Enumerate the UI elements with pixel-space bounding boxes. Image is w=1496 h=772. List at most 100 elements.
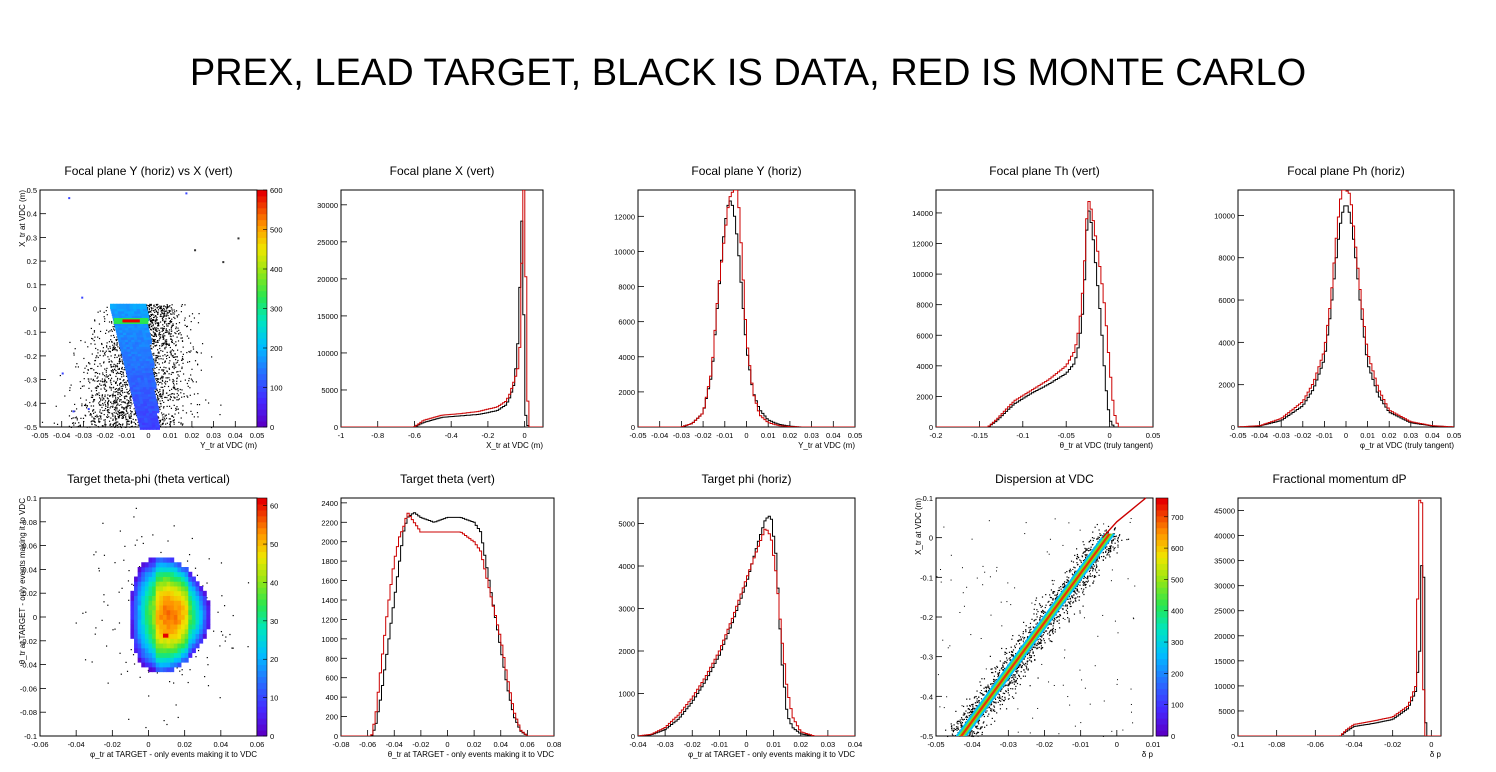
scatter-point xyxy=(115,381,117,383)
scatter-point xyxy=(156,390,158,392)
scatter-point xyxy=(168,418,170,420)
scatter-point xyxy=(93,399,95,401)
scatter-point xyxy=(1112,546,1114,548)
heatmap-cell xyxy=(159,557,164,563)
colorbar-cell xyxy=(257,302,267,309)
heatmap-cell xyxy=(148,624,153,630)
scatter-point xyxy=(978,702,980,704)
scatter-point xyxy=(177,340,180,342)
heatmap-cell xyxy=(191,619,196,625)
colorbar-cell xyxy=(257,551,267,558)
scatter-point xyxy=(99,401,101,403)
scatter-point xyxy=(102,384,105,386)
heatmap-cell xyxy=(177,600,182,606)
scatter-point xyxy=(129,417,131,420)
scatter-point xyxy=(71,410,73,412)
outlier-point xyxy=(87,408,90,411)
heatmap-cell xyxy=(181,590,186,596)
chart-fp-x: Focal plane X (vert)-1 -0.8 -0.6 -0.4 -0.2 00… xyxy=(317,164,544,450)
colorbar-cell xyxy=(1156,670,1168,677)
heatmap-cell xyxy=(155,557,160,563)
scatter-point xyxy=(103,353,106,355)
heatmap-cell xyxy=(206,605,211,611)
heatmap-cell xyxy=(202,595,207,601)
y-tick-label: 1200 xyxy=(321,615,338,624)
scatter-point xyxy=(116,377,119,380)
heatmap-cell xyxy=(162,557,167,563)
heatmap-cell xyxy=(181,576,186,582)
heatmap-cell xyxy=(144,600,149,606)
scatter-point xyxy=(167,312,169,314)
scatter-point xyxy=(107,404,109,406)
scatter-point xyxy=(120,412,122,414)
heatmap-cell xyxy=(144,614,149,620)
scatter-point xyxy=(180,423,182,425)
y-tick-label: 5000 xyxy=(321,386,338,395)
scatter-point xyxy=(994,720,996,722)
scatter-point xyxy=(157,381,159,383)
scatter-point xyxy=(160,396,162,398)
heatmap-cell xyxy=(181,581,186,587)
scatter-point xyxy=(99,415,101,417)
scatter-point xyxy=(127,412,129,414)
scatter-point xyxy=(989,655,991,657)
x-tick-label: 0.04 xyxy=(848,740,863,749)
colorbar-cell xyxy=(257,605,267,612)
heatmap-cell xyxy=(162,657,167,663)
scatter-point xyxy=(960,726,962,728)
scatter-point xyxy=(151,338,153,340)
heatmap-cell xyxy=(166,614,171,620)
scatter-point xyxy=(130,401,132,403)
y-tick-label: 0 xyxy=(1231,423,1235,432)
heatmap-cell xyxy=(181,567,186,573)
y-tick-label: 30000 xyxy=(317,201,338,210)
heatmap-cell xyxy=(195,581,200,587)
scatter-point xyxy=(88,387,90,390)
heatmap-cell xyxy=(162,628,167,635)
scatter-point xyxy=(124,367,126,369)
x-tick-label: -0.4 xyxy=(445,431,458,440)
heatmap-cell xyxy=(188,600,193,606)
colorbar-cell xyxy=(257,634,267,642)
scatter-point xyxy=(161,376,163,379)
scatter-point xyxy=(70,384,72,386)
colorbar-tick-label: 200 xyxy=(270,344,283,353)
scatter-point xyxy=(1108,549,1110,551)
scatter-point xyxy=(97,372,99,374)
scatter-point xyxy=(115,400,117,402)
scatter-point xyxy=(111,371,113,373)
scatter-point xyxy=(94,415,96,418)
series-group xyxy=(341,512,554,736)
y-tick-label: 600 xyxy=(325,674,338,683)
heatmap-cell xyxy=(152,595,157,601)
x-tick-label: -0.15 xyxy=(971,431,988,440)
heatmap-cell xyxy=(152,643,157,649)
heatmap-cell xyxy=(177,576,182,582)
scatter-point xyxy=(162,335,165,337)
heatmap-cell xyxy=(141,652,146,658)
x-tick-label: -0.03 xyxy=(673,431,690,440)
scatter-point xyxy=(113,342,116,344)
heatmap-cell xyxy=(137,605,142,611)
scatter-point xyxy=(161,369,163,371)
scatter-point xyxy=(1073,594,1075,596)
scatter-point xyxy=(163,305,165,307)
heatmap-cell xyxy=(173,590,178,596)
scatter-point xyxy=(168,344,170,346)
scatter-point xyxy=(147,326,150,328)
scatter-point xyxy=(64,395,66,397)
colorbar-tick-label: 200 xyxy=(1171,669,1184,678)
scatter-point xyxy=(178,329,180,331)
scatter-point xyxy=(999,695,1001,697)
scatter-point xyxy=(1013,681,1015,683)
scatter-point xyxy=(172,324,174,326)
scatter-point xyxy=(171,355,174,357)
colorbar-cell xyxy=(257,379,267,387)
scatter-point xyxy=(1064,584,1066,586)
scatter-point xyxy=(92,409,94,411)
heatmap-cell xyxy=(141,571,146,577)
scatter-point xyxy=(176,399,178,401)
scatter-point xyxy=(973,697,976,699)
scatter-point xyxy=(156,340,159,342)
scatter-point xyxy=(154,375,156,378)
